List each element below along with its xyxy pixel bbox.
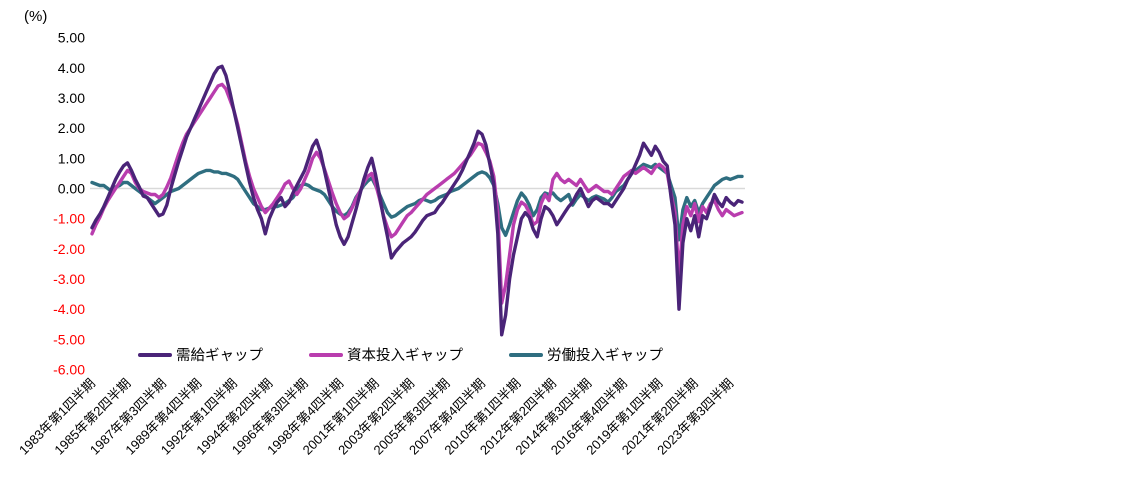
svg-text:-5.00: -5.00 (53, 331, 85, 347)
chart-series-lines (90, 64, 744, 337)
y-axis-tick-labels: 5.00 4.00 3.00 2.00 1.00 0.00 -1.00 -2.00 -3.00 -… (53, 30, 85, 378)
svg-text:4.00: 4.00 (58, 60, 85, 76)
svg-text:-1.00: -1.00 (53, 211, 85, 227)
y-axis-unit-label: (%) (24, 8, 48, 25)
legend-label-labor-gap: 労働投入ギャップ (547, 348, 663, 364)
legend-line-swatch-labor-gap (509, 352, 543, 357)
legend-item-labor-gap: 労働投入ギャップ (509, 344, 663, 365)
svg-text:-3.00: -3.00 (53, 271, 85, 287)
svg-text:-4.00: -4.00 (53, 301, 85, 317)
chart-legend: 需給ギャップ 資本投入ギャップ 労働投入ギャップ (138, 344, 663, 365)
legend-label-demand-gap: 需給ギャップ (176, 348, 263, 364)
svg-text:0.00: 0.00 (58, 181, 85, 197)
svg-text:2.00: 2.00 (58, 120, 85, 136)
legend-item-capital-gap: 資本投入ギャップ (309, 344, 463, 365)
x-axis-tick-labels: 1983年第1四半期1985年第2四半期1987年第3四半期1989年第4四半期… (16, 376, 736, 458)
svg-text:-6.00: -6.00 (53, 362, 85, 378)
svg-text:3.00: 3.00 (58, 90, 85, 106)
legend-item-demand-gap: 需給ギャップ (138, 344, 263, 365)
svg-text:-2.00: -2.00 (53, 241, 85, 257)
svg-text:5.00: 5.00 (58, 30, 85, 46)
legend-label-capital-gap: 資本投入ギャップ (347, 348, 463, 364)
legend-line-swatch-capital-gap (309, 352, 343, 357)
svg-text:1.00: 1.00 (58, 150, 85, 166)
legend-line-swatch-demand-gap (138, 352, 172, 357)
